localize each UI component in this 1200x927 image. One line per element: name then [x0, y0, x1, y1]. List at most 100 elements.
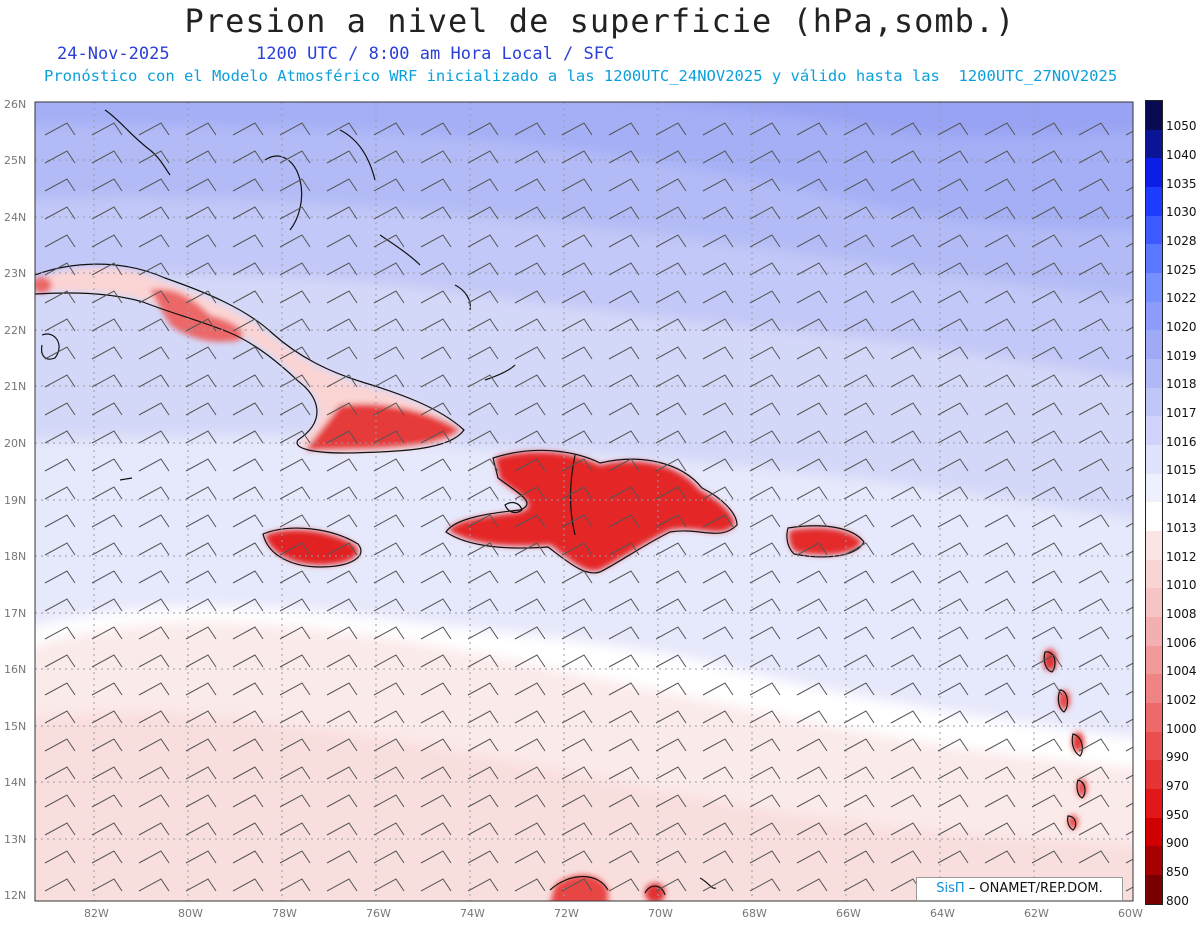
wind-barb [91, 766, 123, 780]
wind-barb [1078, 822, 1110, 836]
wind-barb [937, 262, 969, 276]
forecast-date: 24-Nov-2025 [57, 44, 170, 64]
wind-barb [608, 178, 640, 192]
wind-barb [467, 150, 499, 164]
wind-barb [232, 458, 264, 472]
wind-barb [1078, 766, 1110, 780]
wind-barb [1031, 682, 1063, 696]
wind-barb [702, 122, 734, 136]
wind-barb [1031, 402, 1063, 416]
band-1020 [669, 102, 1133, 136]
wind-barb [702, 290, 734, 304]
wind-barb [1078, 654, 1110, 668]
wind-barb [326, 234, 358, 248]
wind-barb [937, 290, 969, 304]
wind-barb [138, 122, 170, 136]
wind-barb [984, 514, 1016, 528]
colorbar-swatch [1146, 731, 1162, 761]
wind-barb [373, 654, 405, 668]
colorbar-swatch [1146, 789, 1162, 818]
wind-barb [44, 262, 76, 276]
wind-barb [843, 542, 875, 556]
wind-barb [749, 654, 781, 668]
wind-barb [326, 878, 358, 892]
wind-barb [326, 374, 358, 388]
wind-barb [1078, 710, 1110, 724]
wind-barb [843, 570, 875, 584]
wind-barb [44, 374, 76, 388]
grid [35, 102, 1133, 901]
wind-barb [1031, 206, 1063, 220]
puertorico-land-press [788, 527, 862, 555]
wind-barb [655, 402, 687, 416]
wind-barb [514, 290, 546, 304]
wind-barb [749, 402, 781, 416]
wind-barb [373, 486, 405, 500]
wind-barb [279, 346, 311, 360]
colorbar-swatch [1146, 760, 1162, 790]
wind-barb [467, 542, 499, 556]
wind-barb [1031, 570, 1063, 584]
wind-barb [608, 710, 640, 724]
lat-label: 22N [4, 324, 26, 337]
wind-barb [984, 122, 1016, 136]
wind-barb [185, 206, 217, 220]
wind-barb [138, 542, 170, 556]
wind-barb [326, 318, 358, 332]
wind-barb [796, 794, 828, 808]
axis-labels: 26N 25N 24N 23N 22N 21N 20N 19N 18N 17N … [4, 98, 1143, 920]
wind-barb [1078, 150, 1110, 164]
wind-barb [420, 626, 452, 640]
wind-barb [1031, 430, 1063, 444]
wind-barb [561, 710, 593, 724]
wind-barb [138, 682, 170, 696]
wind-barbs [44, 122, 1133, 892]
wind-barb [138, 402, 170, 416]
wind-barb [749, 626, 781, 640]
wind-barb [749, 598, 781, 612]
wind-barb [185, 710, 217, 724]
lat-label: 16N [4, 663, 26, 676]
wind-barb [185, 794, 217, 808]
wind-barb [185, 290, 217, 304]
wind-barb [91, 430, 123, 444]
wind-barb [279, 290, 311, 304]
wind-barb [702, 766, 734, 780]
wind-barb [561, 766, 593, 780]
wind-barb [890, 542, 922, 556]
wind-barb [420, 598, 452, 612]
wind-barb [373, 374, 405, 388]
wind-barb [514, 402, 546, 416]
wind-barb [514, 486, 546, 500]
wind-barb [796, 710, 828, 724]
wind-barb [1078, 514, 1110, 528]
wind-barb [561, 374, 593, 388]
wind-barb [138, 206, 170, 220]
wind-barb [185, 262, 217, 276]
lat-label: 24N [4, 211, 26, 224]
wind-barb [843, 262, 875, 276]
lon-label: 78W [272, 907, 297, 920]
wind-barb [749, 766, 781, 780]
wind-barb [1078, 262, 1110, 276]
wind-barb [326, 794, 358, 808]
wind-barb [279, 458, 311, 472]
wind-barb [890, 402, 922, 416]
wind-barb [232, 374, 264, 388]
wind-barb [702, 206, 734, 220]
wind-barb [749, 290, 781, 304]
wind-barb [420, 570, 452, 584]
wind-barb [467, 738, 499, 752]
wind-barb [702, 458, 734, 472]
wind-barb [279, 794, 311, 808]
wind-barb [843, 878, 875, 892]
wind-barb [138, 346, 170, 360]
wind-barb [185, 850, 217, 864]
lon-label: 80W [178, 907, 203, 920]
wind-barb [608, 206, 640, 220]
wind-barb [749, 738, 781, 752]
colorbar-label: 950 [1166, 807, 1189, 822]
wind-barb [1031, 794, 1063, 808]
wind-barb [326, 598, 358, 612]
wind-barb [138, 794, 170, 808]
